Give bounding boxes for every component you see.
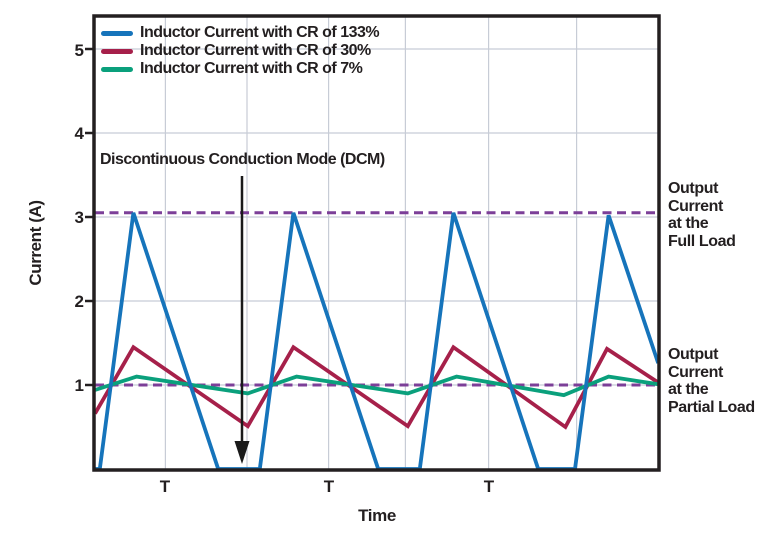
series-cr-30-line [93,344,660,430]
gridlines [95,16,658,470]
legend: Inductor Current with CR of 133% Inducto… [101,24,380,78]
partial-load-label: Output Current at the Partial Load [668,346,755,416]
x-axis-title: Time [358,506,396,525]
y-tick-label-4: 4 [74,124,84,143]
legend-item-cr-133: Inductor Current with CR of 133% [101,24,380,42]
series-cr-7-line [94,374,659,398]
legend-swatch-cr-133-icon [101,30,133,36]
plot-border [92,14,661,472]
y-axis-title: Current (A) [26,200,45,286]
legend-item-cr-7: Inductor Current with CR of 7% [101,60,379,78]
y-tick-label-2: 2 [74,292,84,311]
y-tick-label-1: 1 [74,376,84,395]
legend-item-cr-30: Inductor Current with CR of 30% [101,42,379,60]
legend-label-cr-30: Inductor Current with CR of 30% [140,42,371,59]
x-tick-label-T1: T [159,477,171,496]
x-tick-label-T3: T [483,477,495,496]
legend-label-cr-133: Inductor Current with CR of 133% [140,24,380,41]
dcm-arrow [234,176,250,464]
y-tick-label-5: 5 [74,41,84,60]
x-tick-label-T2: T [323,477,335,496]
y-tick-label-3: 3 [74,208,84,227]
legend-swatch-cr-30-icon [101,48,133,54]
dcm-annotation: Discontinuous Conduction Mode (DCM) [100,151,385,168]
full-load-label: Output Current at the Full Load [668,180,736,250]
series-cr-133-line [95,212,661,471]
legend-label-cr-7: Inductor Current with CR of 7% [140,60,363,77]
legend-swatch-cr-7-icon [101,66,133,72]
